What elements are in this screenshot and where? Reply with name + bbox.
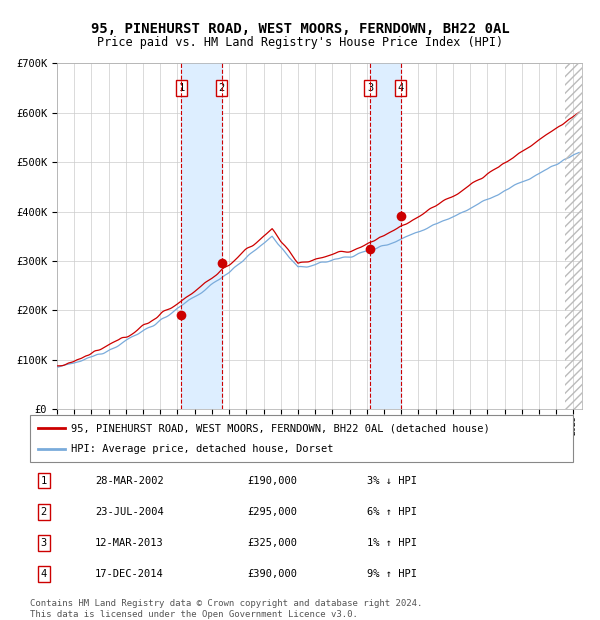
Text: 95, PINEHURST ROAD, WEST MOORS, FERNDOWN, BH22 0AL: 95, PINEHURST ROAD, WEST MOORS, FERNDOWN… — [91, 22, 509, 36]
Text: 1: 1 — [40, 476, 47, 485]
Text: 4: 4 — [40, 569, 47, 579]
Text: Price paid vs. HM Land Registry's House Price Index (HPI): Price paid vs. HM Land Registry's House … — [97, 36, 503, 49]
Text: 4: 4 — [397, 83, 404, 93]
Text: £190,000: £190,000 — [247, 476, 297, 485]
Bar — [181, 63, 221, 409]
Text: 9% ↑ HPI: 9% ↑ HPI — [367, 569, 416, 579]
Text: 23-JUL-2004: 23-JUL-2004 — [95, 507, 164, 516]
Text: 3: 3 — [367, 83, 373, 93]
Text: 6% ↑ HPI: 6% ↑ HPI — [367, 507, 416, 516]
Text: 28-MAR-2002: 28-MAR-2002 — [95, 476, 164, 485]
Text: £325,000: £325,000 — [247, 538, 297, 548]
Text: 2: 2 — [218, 83, 224, 93]
Bar — [370, 63, 401, 409]
Text: HPI: Average price, detached house, Dorset: HPI: Average price, detached house, Dors… — [71, 444, 333, 454]
Text: 3: 3 — [40, 538, 47, 548]
Text: 2: 2 — [40, 507, 47, 516]
Text: 3% ↓ HPI: 3% ↓ HPI — [367, 476, 416, 485]
Text: £295,000: £295,000 — [247, 507, 297, 516]
Text: 17-DEC-2014: 17-DEC-2014 — [95, 569, 164, 579]
Text: 12-MAR-2013: 12-MAR-2013 — [95, 538, 164, 548]
Text: £390,000: £390,000 — [247, 569, 297, 579]
Text: 1% ↑ HPI: 1% ↑ HPI — [367, 538, 416, 548]
Text: 1: 1 — [178, 83, 185, 93]
FancyBboxPatch shape — [30, 415, 573, 462]
Text: Contains HM Land Registry data © Crown copyright and database right 2024.
This d: Contains HM Land Registry data © Crown c… — [30, 600, 422, 619]
Text: 95, PINEHURST ROAD, WEST MOORS, FERNDOWN, BH22 0AL (detached house): 95, PINEHURST ROAD, WEST MOORS, FERNDOWN… — [71, 423, 490, 433]
